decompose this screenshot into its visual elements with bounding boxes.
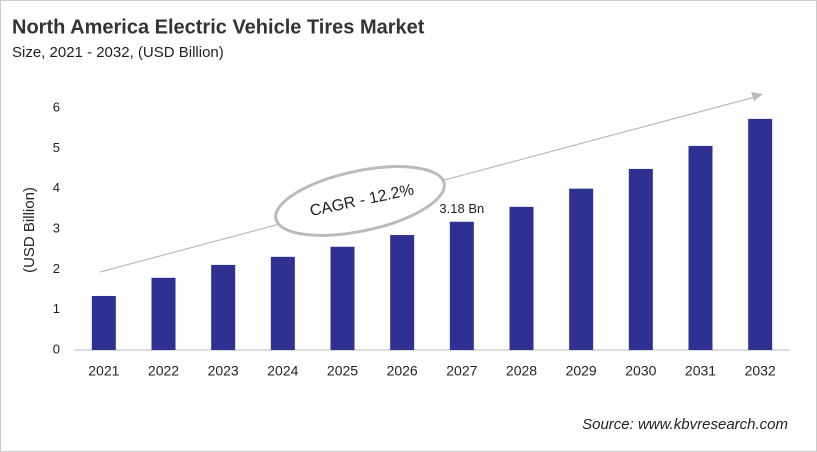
bar [330, 246, 355, 350]
chart-title: North America Electric Vehicle Tires Mar… [12, 16, 425, 38]
x-tick-label: 2025 [327, 363, 358, 379]
bar [569, 188, 594, 350]
y-axis-label: (USD Billion) [21, 187, 38, 273]
bar [628, 168, 653, 350]
value-label: 3.18 Bn [439, 201, 484, 216]
bar [390, 235, 415, 350]
y-tick-label: 2 [53, 261, 60, 276]
x-tick-label: 2028 [506, 363, 537, 379]
x-tick-label: 2026 [387, 363, 418, 379]
bar [91, 295, 116, 350]
x-tick-label: 2030 [625, 363, 656, 379]
y-tick-label: 1 [53, 301, 60, 316]
bar [449, 221, 474, 350]
bar [688, 145, 713, 350]
y-tick-label: 0 [53, 341, 60, 356]
bar [211, 264, 236, 350]
x-tick-label: 2031 [685, 363, 716, 379]
x-tick-label: 2023 [208, 363, 239, 379]
bar [270, 256, 295, 350]
y-tick-label: 4 [53, 180, 60, 195]
x-tick-label: 2027 [446, 363, 477, 379]
source: Source: www.kbvresearch.com [582, 416, 788, 433]
bar [509, 206, 534, 350]
arrow-head [751, 92, 763, 101]
cagr-ellipse [274, 165, 446, 237]
y-tick-label: 6 [53, 99, 60, 114]
y-tick-label: 3 [53, 220, 60, 235]
x-tick-label: 2024 [267, 363, 298, 379]
chart-subtitle: Size, 2021 - 2032, (USD Billion) [12, 44, 224, 61]
y-tick-label: 5 [53, 140, 60, 155]
x-tick-label: 2029 [566, 363, 597, 379]
bar [151, 277, 176, 350]
x-tick-label: 2022 [148, 363, 179, 379]
x-tick-label: 2032 [745, 363, 776, 379]
x-tick-label: 2021 [88, 363, 119, 379]
bar [748, 118, 773, 350]
